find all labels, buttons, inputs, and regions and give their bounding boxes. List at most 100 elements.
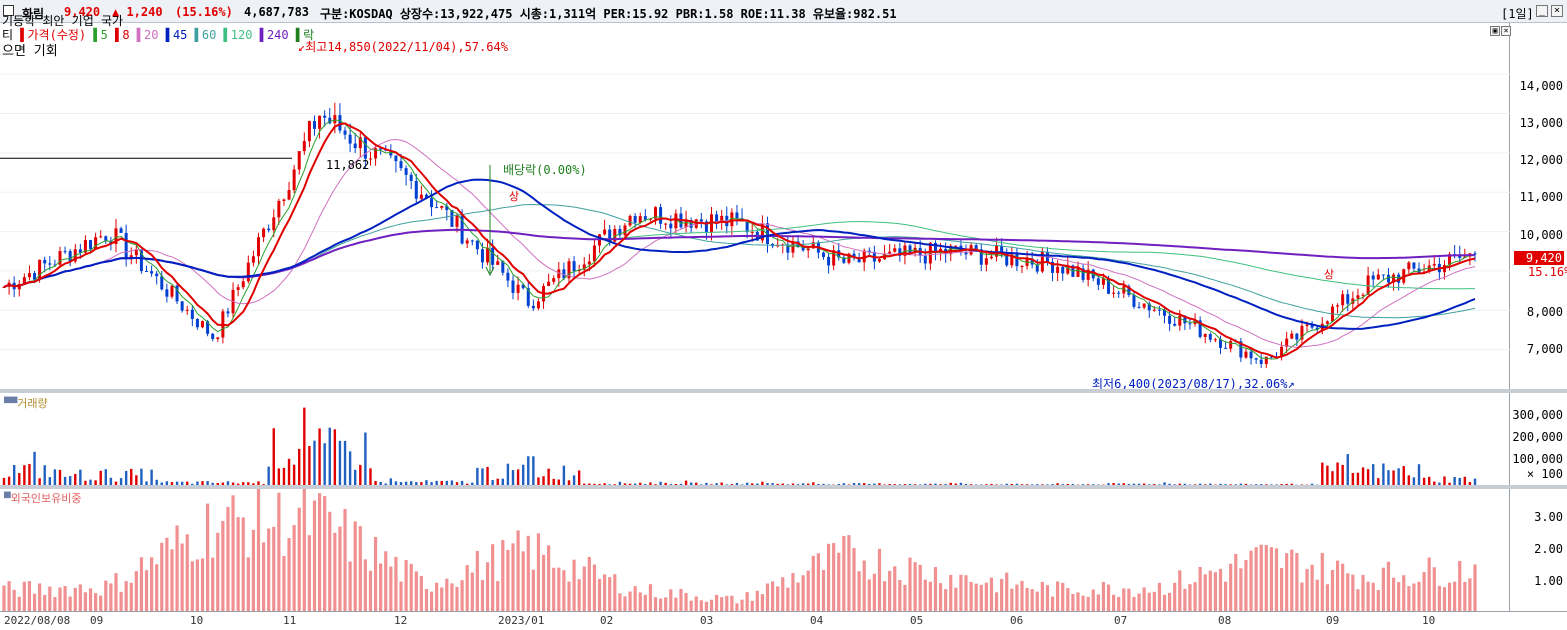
foreign-ratio-bar: [419, 576, 423, 611]
foreign-ratio-bar: [491, 544, 495, 611]
panel-separator[interactable]: [0, 485, 1567, 489]
volume-panel[interactable]: [0, 393, 1510, 485]
volume-bar: [689, 482, 693, 485]
current-price: 9,420: [64, 5, 101, 19]
foreign-ratio-bar: [959, 574, 963, 611]
candle-body: [1254, 358, 1258, 360]
candle-body: [1386, 274, 1390, 283]
volume-bar: [1285, 483, 1288, 485]
foreign-chart[interactable]: [0, 489, 1510, 611]
foreign-panel[interactable]: [0, 489, 1510, 611]
candle-body: [368, 158, 372, 160]
candle-body: [1066, 265, 1070, 274]
foreign-ratio-bar: [1162, 594, 1167, 611]
volume-bar: [608, 484, 611, 485]
panel-maximize-button[interactable]: ▣: [1490, 26, 1500, 36]
candle-body: [1412, 262, 1416, 269]
candle-body: [338, 115, 342, 131]
candle-body: [1361, 294, 1365, 296]
volume-bar: [338, 440, 342, 485]
price-y-axis: 14,000 13,000 12,000 11,000 10,000 8,000…: [1510, 23, 1567, 389]
candle-body: [806, 248, 810, 251]
candle-body: [1448, 254, 1452, 266]
foreign-ratio-bar: [1259, 544, 1263, 611]
volume-bar: [267, 466, 270, 485]
volume-bar: [1025, 484, 1029, 485]
volume-bar: [124, 470, 128, 485]
volume-bar: [1458, 477, 1461, 485]
volume-bar: [766, 483, 769, 485]
volume-bar: [343, 440, 347, 485]
price-chart[interactable]: [0, 23, 1510, 389]
foreign-ratio-bar: [1397, 582, 1401, 611]
candle-body: [877, 259, 881, 262]
foreign-ratio-bar: [903, 584, 907, 611]
foreign-ratio-bar: [582, 566, 586, 611]
volume-bar: [532, 456, 535, 485]
candle-body: [1346, 294, 1350, 304]
foreign-ratio-bar: [923, 579, 927, 611]
candle-body: [750, 231, 754, 233]
volume-bar: [598, 483, 601, 485]
volume-bar: [292, 464, 296, 485]
volume-bar: [155, 479, 158, 485]
stock-name: 화림: [22, 7, 45, 21]
candle-body: [363, 137, 367, 159]
volume-chart[interactable]: [0, 393, 1510, 485]
foreign-ratio-bar: [333, 532, 337, 611]
x-tick: 11: [283, 614, 297, 627]
volume-bar: [1234, 484, 1237, 485]
volume-bar: [450, 480, 454, 485]
candle-body: [954, 245, 958, 247]
volume-bar: [465, 483, 469, 485]
foreign-ratio-bar: [704, 601, 709, 611]
panel-separator[interactable]: [0, 389, 1567, 393]
panel-close-button[interactable]: ×: [1501, 26, 1511, 36]
candle-body: [256, 237, 260, 257]
candle-body: [440, 205, 444, 208]
candle-body: [1371, 275, 1375, 280]
volume-bar: [140, 468, 143, 485]
foreign-ratio-bar: [1132, 596, 1136, 611]
foreign-ratio-bar: [699, 600, 703, 611]
volume-bar: [191, 483, 194, 485]
y-tick: 2.00: [1534, 542, 1563, 556]
candle-body: [394, 155, 398, 162]
foreign-ratio-bar: [1295, 553, 1299, 611]
candle-body: [684, 220, 688, 228]
foreign-ratio-bar: [643, 594, 647, 611]
x-tick: 07: [1114, 614, 1128, 627]
candle-body: [933, 242, 937, 252]
overlay-text: 으면 기회: [2, 44, 58, 59]
foreign-ratio-bar: [862, 560, 866, 611]
volume-bar: [1407, 475, 1411, 485]
foreign-ratio-bar: [1045, 585, 1050, 611]
period-selector[interactable]: [1일]: [1501, 7, 1534, 21]
foreign-label: ▀외국인보유비중: [4, 492, 82, 505]
volume-bar: [354, 469, 357, 485]
volume-bar: [48, 477, 52, 485]
foreign-ratio-bar: [755, 590, 759, 611]
candle-body: [424, 194, 428, 199]
candle-body: [638, 216, 642, 223]
price-panel[interactable]: [0, 23, 1510, 389]
candle-body: [995, 245, 999, 257]
close-button[interactable]: ×: [1551, 5, 1563, 17]
candle-body: [1224, 347, 1228, 349]
candle-body: [333, 115, 337, 124]
volume-bar: [186, 481, 189, 485]
minimize-button[interactable]: _: [1536, 5, 1548, 17]
foreign-ratio-bar: [1361, 575, 1365, 611]
foreign-ratio-bar: [302, 489, 306, 611]
legend-ma45: ▌45: [165, 28, 188, 42]
candle-body: [1173, 323, 1177, 326]
volume-bar: [954, 483, 958, 485]
volume-bar: [1015, 483, 1019, 485]
select-checkbox[interactable]: [3, 5, 14, 16]
volume-bar: [486, 466, 489, 485]
volume-bar: [796, 484, 800, 485]
foreign-ratio-bar: [1117, 596, 1121, 611]
candle-body: [287, 190, 291, 200]
foreign-ratio-bar: [155, 564, 159, 611]
volume-bar: [262, 484, 265, 485]
